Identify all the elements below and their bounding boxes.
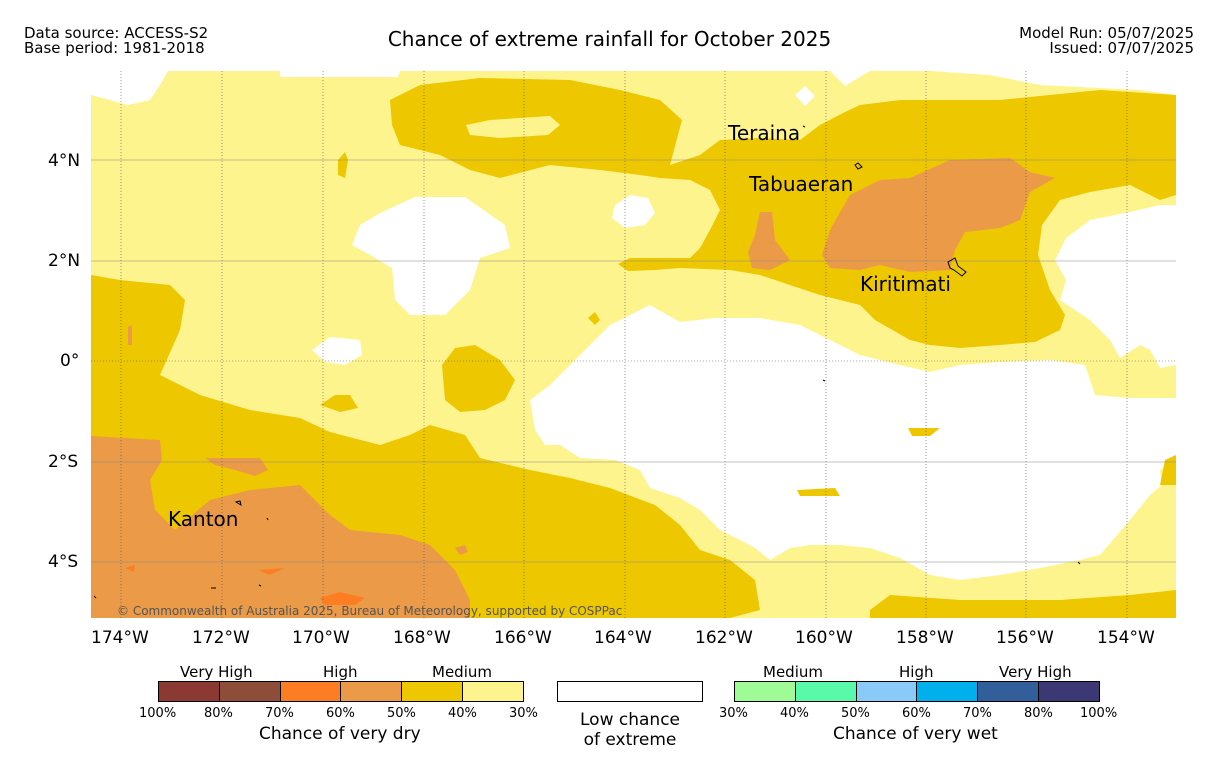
dry-tick-80: 80%: [204, 706, 233, 721]
lon-label-166w: 166°W: [494, 628, 552, 648]
wet-swatch-40-50: [795, 682, 857, 701]
wet-heading-very-high: Very High: [999, 663, 1072, 681]
dry-swatch-50-40: [402, 682, 464, 701]
wet-colorbar: [734, 681, 1100, 702]
lat-label-4s: 4°S: [48, 552, 79, 572]
wet-swatch-50-60: [856, 682, 918, 701]
medium-light-holes: [466, 116, 560, 138]
wet-swatch-80-100: [1039, 682, 1099, 701]
lon-label-168w: 168°W: [393, 628, 451, 648]
base-period-label: Base period: 1981-2018: [24, 39, 205, 57]
place-kanton: Kanton: [168, 507, 239, 531]
dry-tick-70: 70%: [265, 706, 294, 721]
copyright-notice: © Commonwealth of Australia 2025, Bureau…: [117, 604, 623, 618]
lon-label-170w: 170°W: [292, 628, 350, 648]
issued-label: Issued: 07/07/2025: [1049, 39, 1194, 57]
island-outlines: [93, 125, 1081, 599]
low-chance-line1: Low chance: [580, 710, 680, 730]
data-source-label: Data source: ACCESS-S2: [24, 24, 209, 42]
lon-label-156w: 156°W: [996, 628, 1054, 648]
dry-tick-100: 100%: [139, 706, 177, 721]
latitude-grid: [91, 159, 1176, 563]
wet-tick-60: 60%: [902, 706, 931, 721]
dry-colorbar: [158, 681, 524, 702]
dry-swatch-70-60: [280, 682, 342, 701]
lon-label-174w: 174°W: [91, 628, 149, 648]
wet-tick-80: 80%: [1024, 706, 1053, 721]
wet-heading-high: High: [899, 663, 934, 681]
dry-tick-60: 60%: [326, 706, 355, 721]
lat-label-2s: 2°S: [48, 452, 79, 472]
dry-swatch-80-70: [219, 682, 281, 701]
place-kiritimati: Kiritimati: [860, 272, 951, 296]
lat-label-2n: 2°N: [48, 251, 81, 271]
dry-swatch-40-30: [463, 682, 523, 701]
low-chance-regions: [91, 71, 1176, 580]
high-chance-regions: [91, 158, 1055, 618]
wet-caption: Chance of very wet: [833, 724, 998, 744]
wet-tick-30: 30%: [719, 706, 748, 721]
lat-label-4n: 4°N: [48, 151, 81, 171]
lon-label-160w: 160°W: [795, 628, 853, 648]
lon-label-158w: 158°W: [896, 628, 954, 648]
wet-swatch-30-40: [735, 682, 796, 701]
dry-caption: Chance of very dry: [259, 724, 421, 744]
lon-label-154w: 154°W: [1097, 628, 1155, 648]
map-title: Chance of extreme rainfall for October 2…: [387, 27, 832, 51]
dry-heading-very-high: Very High: [180, 663, 253, 681]
dry-tick-30: 30%: [509, 706, 538, 721]
dry-tick-40: 40%: [448, 706, 477, 721]
model-run-label: Model Run: 05/07/2025: [1019, 24, 1194, 42]
place-teraina: Teraina: [728, 121, 801, 145]
lat-label-0: 0°: [60, 351, 80, 371]
dry-heading-medium: Medium: [432, 663, 492, 681]
wet-tick-40: 40%: [780, 706, 809, 721]
dry-tick-50: 50%: [387, 706, 416, 721]
wet-heading-medium: Medium: [763, 663, 823, 681]
longitude-grid: [91, 71, 1176, 618]
dry-heading-high: High: [323, 663, 358, 681]
dry-swatch-60-50: [341, 682, 403, 701]
wet-swatch-70-80: [978, 682, 1040, 701]
wet-swatch-60-70: [917, 682, 979, 701]
wet-tick-70: 70%: [963, 706, 992, 721]
wet-tick-100: 100%: [1080, 706, 1118, 721]
lon-label-162w: 162°W: [695, 628, 753, 648]
lon-label-164w: 164°W: [594, 628, 652, 648]
lon-label-172w: 172°W: [192, 628, 250, 648]
low-chance-line2: of extreme: [583, 730, 677, 750]
dry-swatch-100-80: [159, 682, 220, 701]
place-tabuaeran: Tabuaeran: [749, 172, 854, 196]
wet-tick-50: 50%: [841, 706, 870, 721]
high-strong-regions: [125, 565, 365, 605]
low-chance-swatch: [557, 681, 703, 702]
